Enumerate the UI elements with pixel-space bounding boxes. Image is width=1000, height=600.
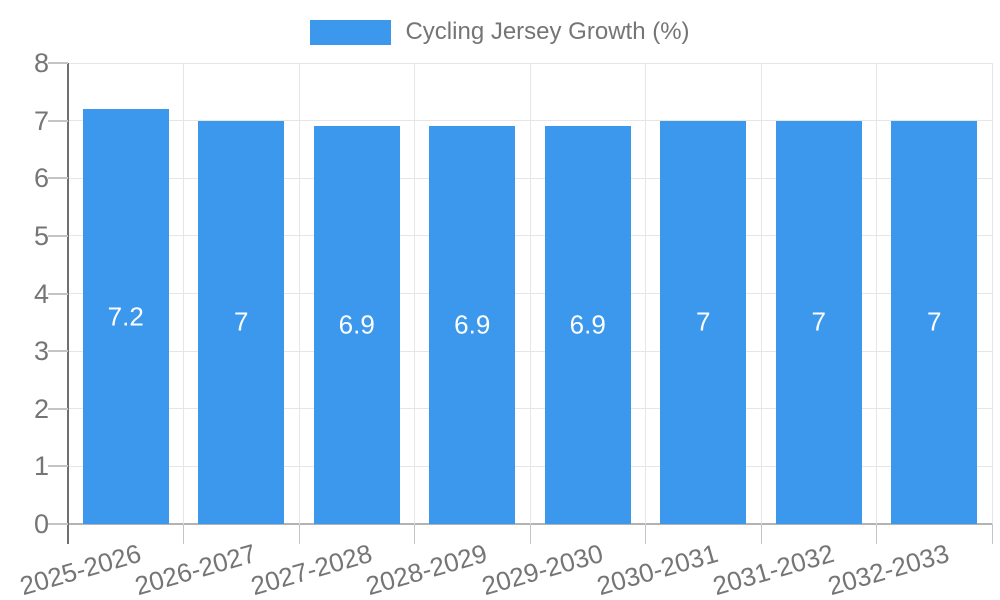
bar-value-label: 7 (811, 306, 826, 337)
x-axis-tick (414, 524, 415, 544)
bar[interactable] (429, 126, 516, 524)
x-axis-tick (645, 524, 646, 544)
legend: Cycling Jersey Growth (%) (0, 18, 1000, 46)
bar-value-label: 7.2 (107, 301, 144, 332)
x-axis-tick (529, 524, 531, 544)
legend-swatch (310, 19, 392, 45)
y-axis-label: 6 (33, 163, 49, 194)
y-axis-tick (48, 407, 68, 410)
x-axis-tick (183, 524, 184, 544)
bar-value-label: 7 (696, 306, 711, 337)
y-axis-label: 8 (33, 48, 49, 78)
bar[interactable] (544, 126, 631, 524)
gridline-vertical (529, 63, 531, 524)
bar[interactable] (313, 126, 400, 524)
y-axis-label: 2 (33, 393, 49, 424)
gridline-vertical (645, 63, 646, 524)
y-axis-tick (48, 292, 68, 295)
y-axis-tick (48, 177, 68, 180)
x-axis-tick (991, 524, 993, 544)
y-axis-label: 1 (33, 451, 49, 482)
gridline-vertical (760, 63, 762, 524)
y-axis-tick (48, 119, 68, 122)
plot-area: 7.2 7 6.9 6.9 6.9 7 7 7 (48, 62, 993, 544)
gridline-vertical (414, 63, 415, 524)
bar-value-label: 7 (234, 306, 249, 337)
y-axis-label: 5 (33, 220, 49, 251)
bar-value-label: 6.9 (338, 309, 375, 340)
x-axis-tick (298, 524, 300, 544)
bar-value-label: 6.9 (569, 309, 606, 340)
y-axis-tick (48, 350, 68, 353)
bar[interactable] (891, 120, 978, 524)
x-axis-tick (876, 524, 877, 544)
y-axis-tick (48, 234, 68, 237)
bar[interactable] (198, 120, 285, 524)
bar[interactable] (660, 120, 747, 524)
bar[interactable] (775, 120, 862, 524)
bar-value-label: 6.9 (454, 309, 491, 340)
y-axis-tick (48, 62, 68, 64)
y-axis-line (67, 63, 69, 544)
y-axis-tick (48, 523, 68, 525)
x-axis-tick (760, 524, 762, 544)
gridline-vertical (876, 63, 877, 524)
y-axis-tick (48, 465, 68, 468)
y-axis-label: 0 (33, 509, 49, 539)
gridline-vertical (183, 63, 184, 524)
bar-value-label: 7 (927, 306, 942, 337)
y-axis-label: 7 (33, 105, 49, 136)
gridline-vertical (298, 63, 300, 524)
bar[interactable] (82, 109, 169, 524)
gridline-vertical (991, 63, 993, 524)
y-axis-label: 4 (33, 278, 49, 309)
legend-label: Cycling Jersey Growth (%) (405, 18, 690, 45)
y-axis-label: 3 (33, 336, 49, 367)
